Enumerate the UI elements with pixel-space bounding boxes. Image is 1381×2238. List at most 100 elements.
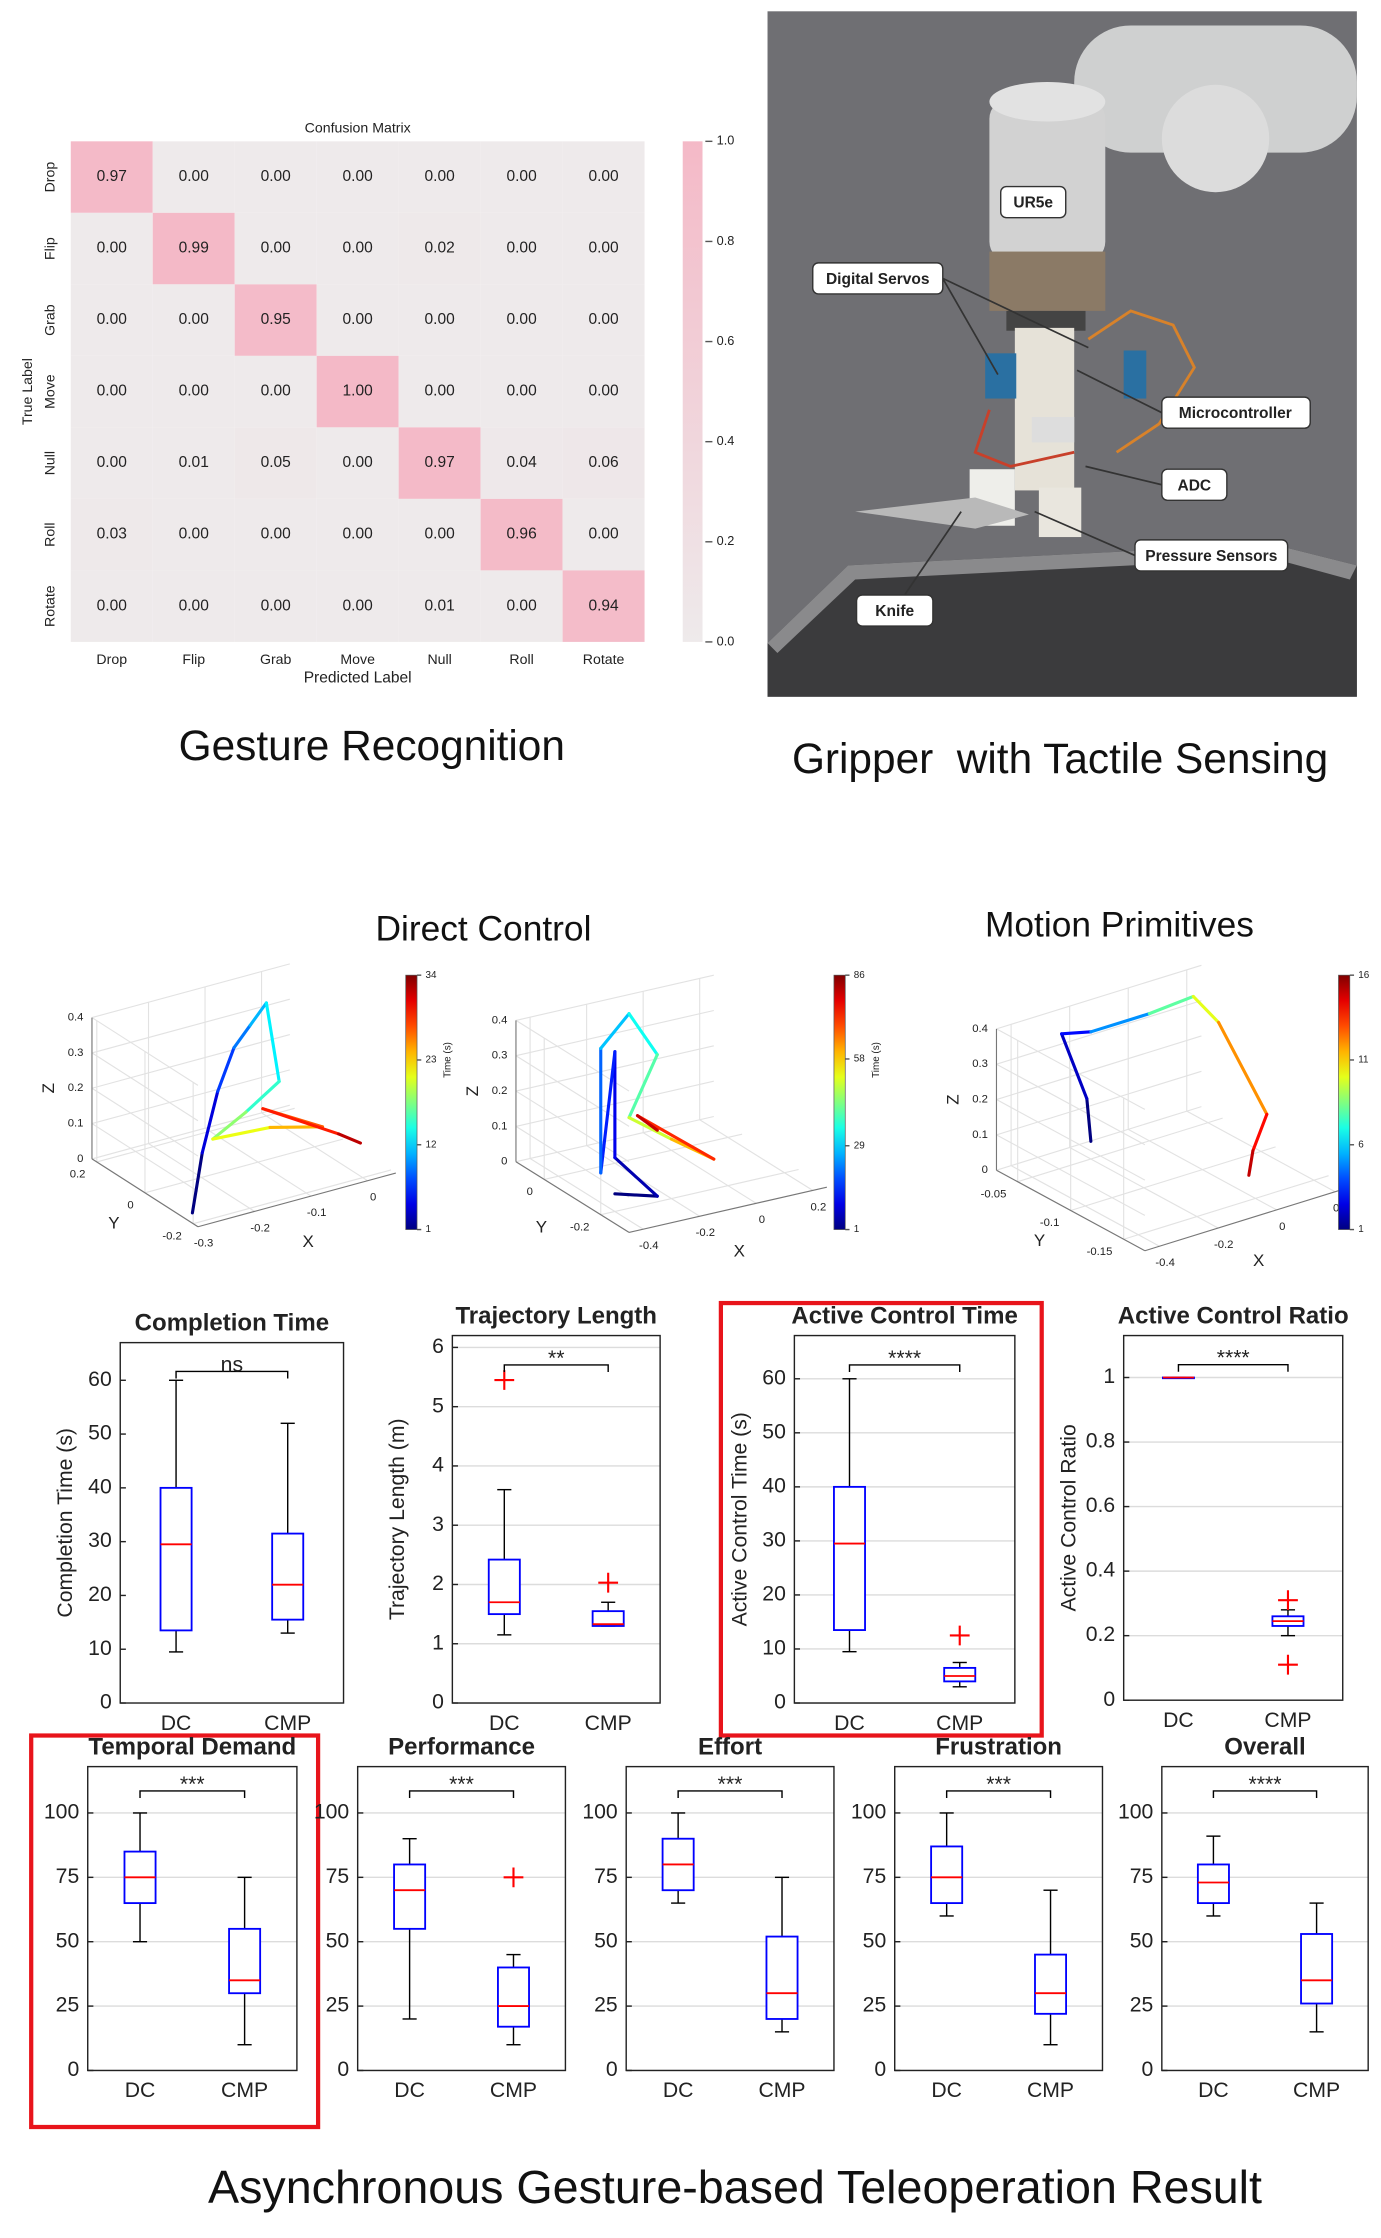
cell-label: 0.00 [179, 526, 210, 543]
trajectory-segment [339, 1134, 361, 1143]
cell-label: 0.95 [261, 311, 291, 328]
cell-label: 0.00 [588, 240, 619, 257]
trajectory-segment [615, 1158, 657, 1197]
x-tick-label: CMP [490, 2079, 537, 2102]
cell-label: 0.00 [506, 240, 537, 257]
cell-label: 0.00 [179, 311, 210, 328]
z-tick-label: 0 [982, 1164, 988, 1176]
cell-label: 0.00 [261, 383, 292, 400]
y-tick-label: Flip [42, 237, 58, 260]
cell-label: 0.00 [425, 526, 456, 543]
colorbar [406, 975, 417, 1229]
y-tick-label: 0 [774, 1691, 786, 1714]
chart-title: Confusion Matrix [305, 119, 411, 135]
trajectory-segment [234, 1025, 250, 1047]
grid-line [700, 1120, 813, 1191]
trajectory-segment [266, 1003, 279, 1082]
colorbar-tick-label: 12 [426, 1139, 437, 1150]
x-tick-label: -0.2 [696, 1227, 715, 1239]
z-tick-label: 0.1 [68, 1118, 84, 1130]
y-tick-label: 50 [1130, 1929, 1154, 1952]
colorbar [683, 141, 703, 642]
y-tick-label: 30 [762, 1528, 786, 1551]
plot-frame [1162, 1767, 1368, 2071]
cell-label: 0.00 [343, 597, 374, 614]
trajectory-segment [218, 1048, 234, 1092]
colorbar-tick-label: 86 [854, 970, 865, 981]
outlier [1278, 1590, 1298, 1610]
box [394, 1864, 425, 1928]
cell-label: 0.00 [588, 168, 619, 185]
cell-label: 0.02 [425, 240, 455, 257]
cell-label: 0.05 [261, 454, 291, 471]
grid-line [996, 965, 1201, 1029]
z-tick-label: 0.1 [492, 1120, 508, 1132]
cell-label: 0.00 [97, 311, 128, 328]
significance-label: *** [180, 1773, 205, 1796]
cell-label: 0.00 [425, 168, 456, 185]
x-tick-label: -0.4 [1155, 1257, 1174, 1269]
cell-label: 0.00 [97, 240, 128, 257]
x-tick-label: DC [1163, 1709, 1194, 1732]
cell-label: 0.96 [506, 526, 536, 543]
colorbar-tick-label: 23 [426, 1055, 437, 1066]
grid-line [92, 1070, 290, 1124]
cell-label: 0.03 [97, 526, 127, 543]
cell-label: 0.99 [179, 240, 209, 257]
x-axis-label: X [734, 1242, 745, 1261]
trajectory-segment [1193, 996, 1218, 1022]
y-tick-label: Null [42, 451, 58, 475]
cell-label: 0.00 [179, 383, 210, 400]
grid-line [516, 1091, 629, 1162]
outlier [950, 1626, 970, 1646]
colorbar [1338, 975, 1349, 1229]
x-tick-label: Null [427, 651, 451, 667]
y-tick-label: Roll [42, 522, 58, 546]
x-tick-label: CMP [221, 2079, 268, 2102]
axis-line [1145, 1187, 1350, 1251]
x-tick-label: 0.2 [811, 1201, 827, 1213]
y-tick-label: Move [42, 374, 58, 409]
significance-label: *** [986, 1773, 1011, 1796]
grid-line [97, 1108, 295, 1162]
cell-label: 0.00 [97, 597, 128, 614]
x-tick-label: CMP [1293, 2079, 1340, 2102]
z-tick-label: 0 [77, 1153, 83, 1165]
colorbar-tick-label: 0.8 [717, 233, 735, 248]
y-tick-label: 50 [88, 1422, 112, 1445]
page: {"chart_data":[ {"type":"heatmap","title… [0, 0, 1381, 2233]
y-tick-label: 50 [863, 1929, 887, 1952]
cell-label: 0.00 [506, 168, 537, 185]
y-tick-label: 25 [326, 1994, 350, 2017]
z-tick-label: 0.4 [972, 1023, 988, 1035]
plot-frame [120, 1343, 343, 1703]
x-axis-label: X [1253, 1251, 1264, 1270]
y-tick-label: 75 [56, 1865, 80, 1888]
x-tick-label: 0 [759, 1214, 765, 1226]
box [272, 1534, 303, 1620]
x-tick-label: DC [489, 1712, 520, 1735]
cell-label: 0.00 [425, 311, 456, 328]
cell-label: 1.00 [343, 383, 374, 400]
cell-label: 0.00 [506, 597, 537, 614]
x-tick-label: Rotate [583, 651, 625, 667]
plot-frame [1124, 1336, 1343, 1701]
box [489, 1560, 520, 1615]
axis-line [629, 1187, 827, 1232]
outlier [504, 1867, 524, 1887]
y-tick-label: 50 [594, 1929, 618, 1952]
cell-label: 0.00 [261, 240, 292, 257]
caption: Asynchronous Gesture-based Teleoperation… [208, 2161, 1262, 2213]
colorbar-tick-label: 1.0 [717, 133, 735, 148]
x-axis-label: Predicted Label [304, 669, 412, 686]
chart-title: Overall [1224, 1734, 1305, 1761]
x-tick-label: DC [1198, 2079, 1229, 2102]
y-tick-label: -0.05 [981, 1188, 1007, 1200]
y-tick-label: 25 [863, 1994, 887, 2017]
y-tick-label: 100 [314, 1801, 349, 1824]
chart-title: Active Control Ratio [1118, 1303, 1349, 1330]
cell-label: 0.00 [588, 311, 619, 328]
chart-title: Trajectory Length [455, 1303, 657, 1330]
box [498, 1967, 529, 2026]
outlier [598, 1573, 618, 1593]
